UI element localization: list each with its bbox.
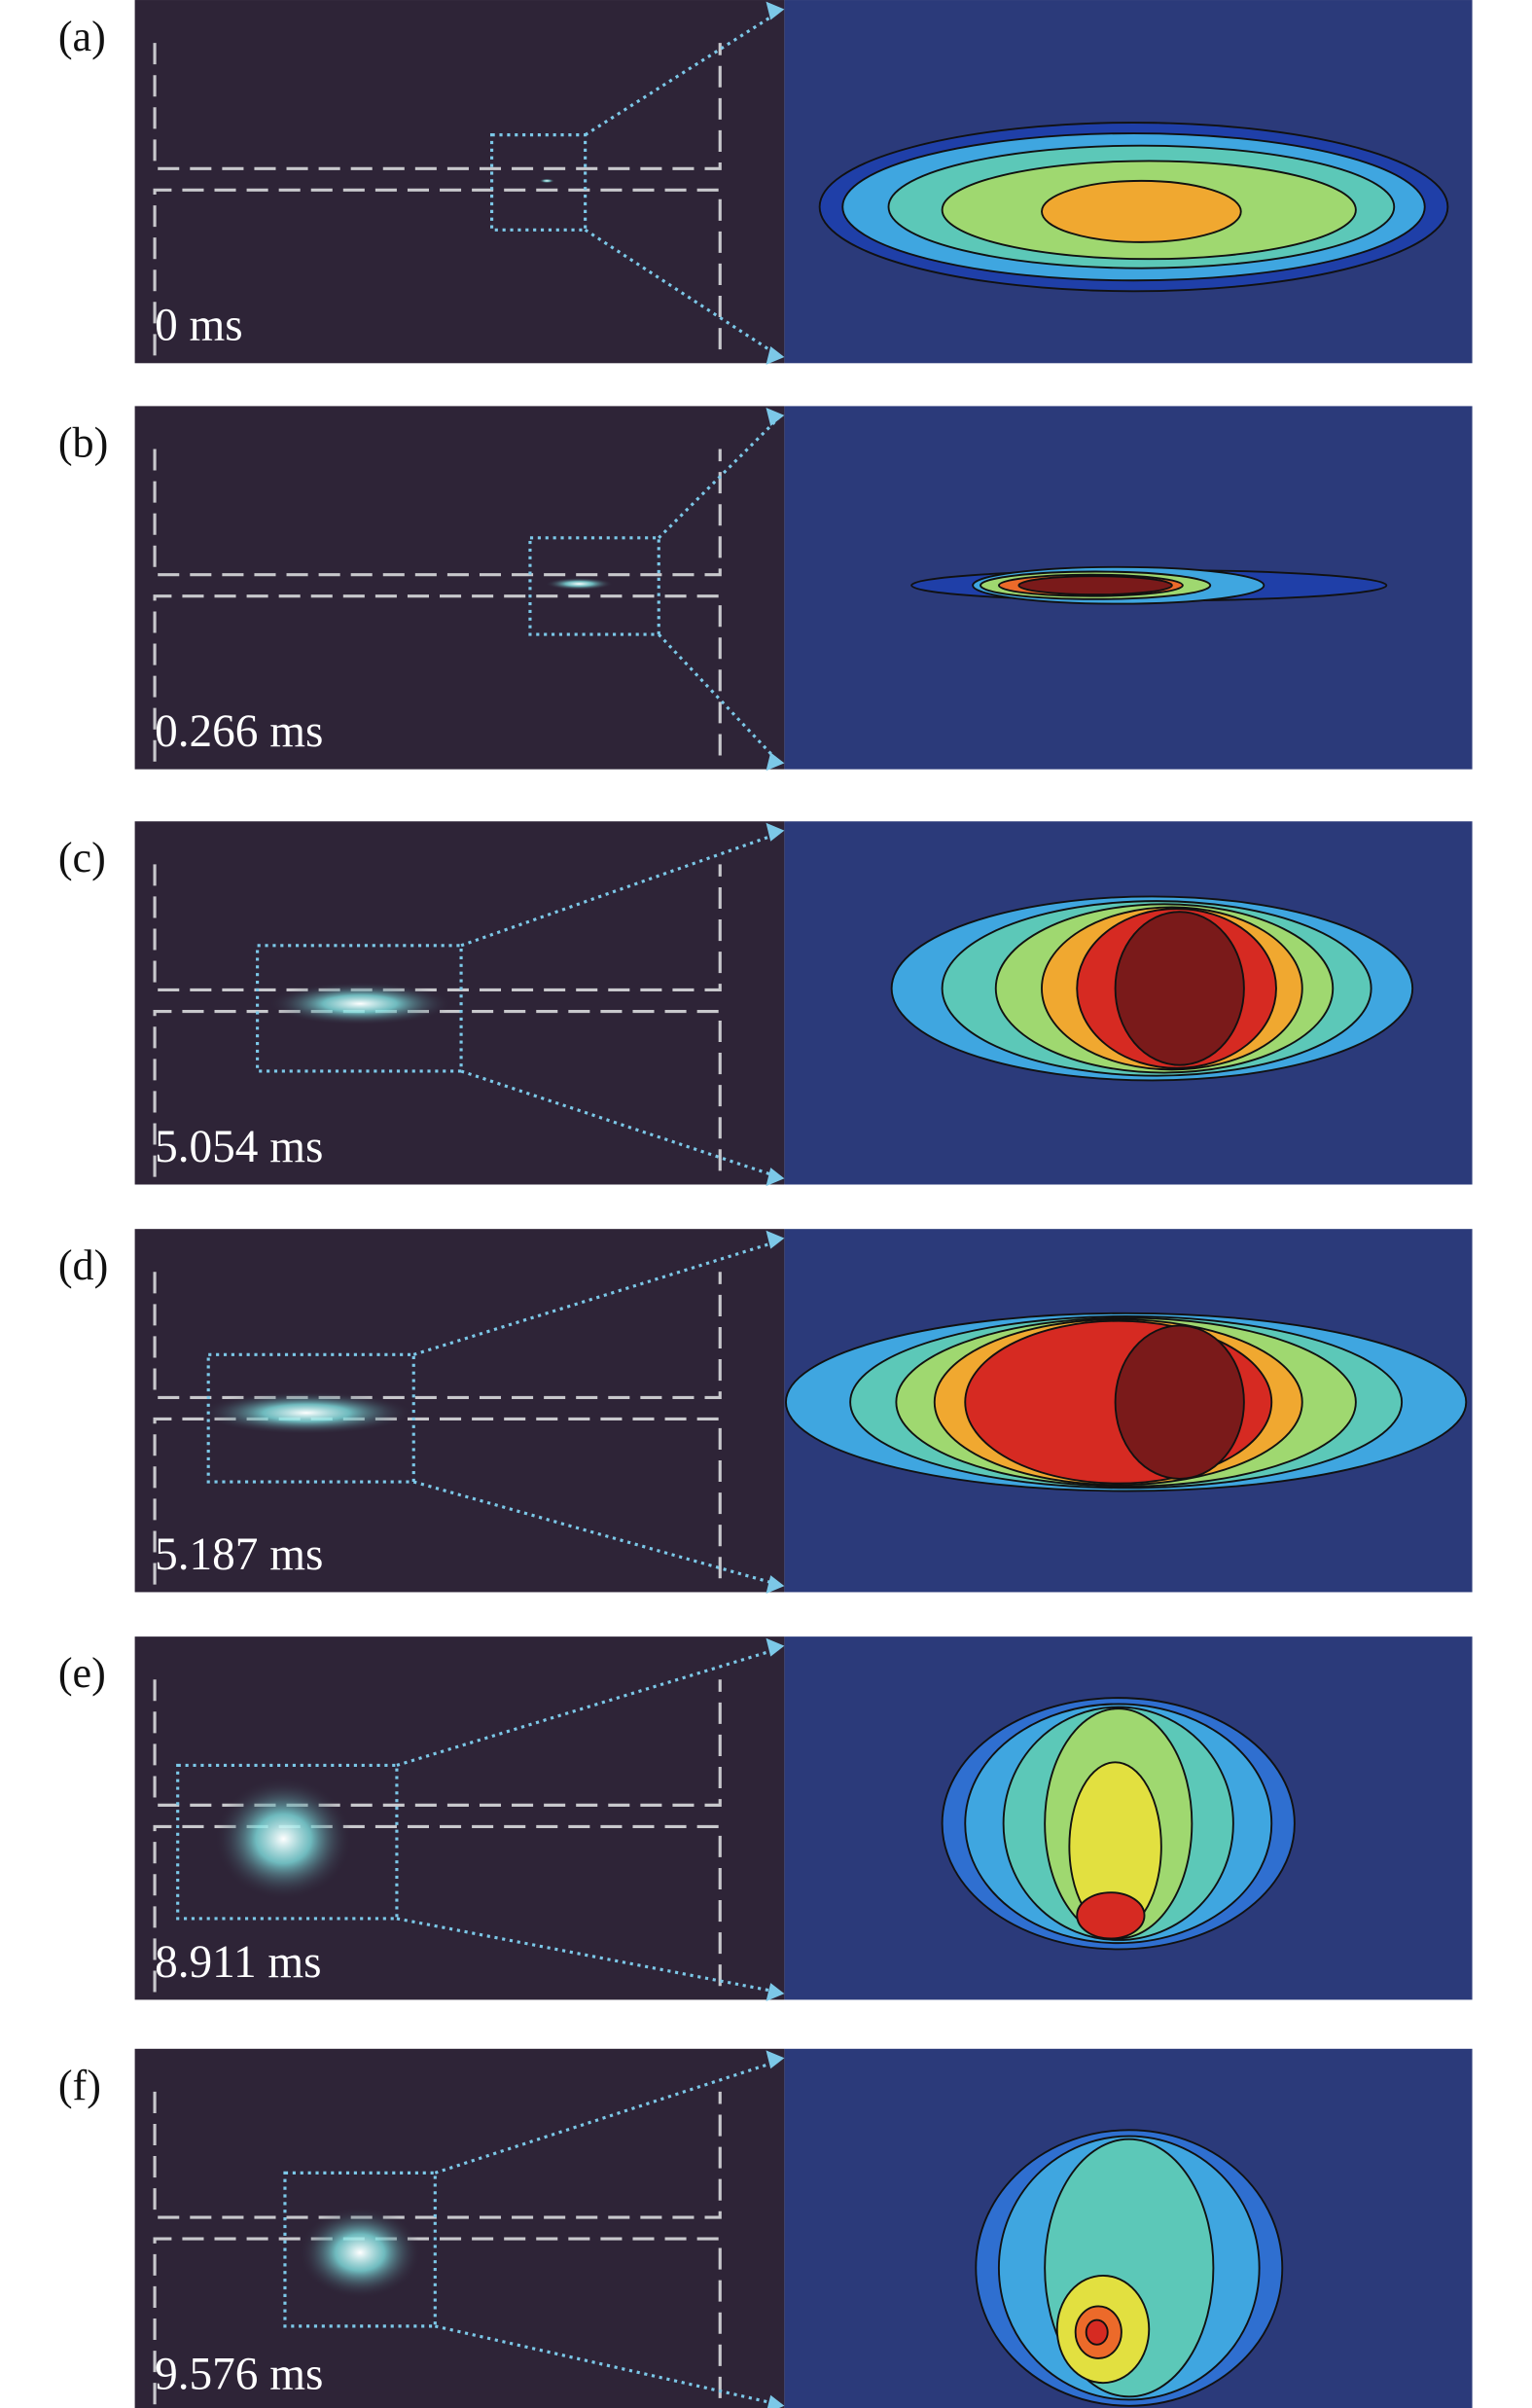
zoom-line (434, 2059, 779, 2174)
contour-level (1076, 1891, 1146, 1940)
glow (267, 982, 452, 1025)
zoom-box (528, 536, 660, 636)
zoom-line (396, 1647, 779, 1767)
lower-wall (153, 1417, 722, 1585)
zoom-line (412, 1480, 779, 1587)
glow (214, 1778, 353, 1901)
zoom-line (658, 632, 780, 763)
panel-label: (a) (58, 13, 106, 60)
zoom-line (460, 1069, 779, 1179)
upper-wall (153, 449, 722, 577)
arrow-head (766, 822, 785, 842)
camera-image (134, 2048, 785, 2408)
arrow-head (766, 1168, 785, 1187)
contour-level (1085, 2318, 1109, 2346)
zoom-box (176, 1763, 399, 1921)
lower-wall (153, 2237, 722, 2405)
arrow-head (766, 1637, 785, 1657)
zoom-line (658, 416, 780, 539)
time-label: 8.911 ms (155, 1937, 322, 1988)
upper-wall (153, 1679, 722, 1807)
glow (545, 577, 613, 591)
upper-wall (153, 1272, 722, 1399)
lower-wall (153, 188, 722, 356)
arrow-head (766, 1230, 785, 1249)
arrow-head (766, 1, 785, 20)
zoom-line (396, 1917, 779, 1995)
time-label: 9.576 ms (155, 2349, 323, 2399)
arrow-head (766, 1575, 785, 1595)
zoom-line (460, 832, 779, 948)
lower-wall (153, 1009, 722, 1177)
time-label: 0 ms (155, 301, 243, 351)
arrow-head (766, 407, 785, 426)
lower-wall (153, 1824, 722, 1993)
panel-label: (d) (58, 1241, 108, 1289)
upper-wall (153, 2091, 722, 2219)
upper-wall (153, 864, 722, 992)
upper-wall (153, 43, 722, 170)
arrow-head (766, 2050, 785, 2069)
zoom-box (206, 1352, 415, 1484)
glow (299, 2207, 422, 2299)
camera-image (134, 0, 785, 364)
zoom-box (283, 2171, 437, 2328)
zoom-line (412, 1240, 779, 1356)
glow (539, 178, 555, 184)
panel-label: (e) (58, 1649, 106, 1697)
contour-level (1017, 575, 1173, 596)
arrow-head (766, 752, 785, 772)
time-label: 0.266 ms (155, 706, 323, 757)
arrow-head (766, 1983, 785, 2001)
zoom-box (489, 133, 588, 232)
contour-level (1041, 179, 1242, 243)
contour-level (1114, 911, 1245, 1066)
panel-label: (c) (58, 834, 106, 881)
zoom-box (256, 944, 463, 1073)
contour-level (1114, 1324, 1245, 1480)
glow (198, 1391, 414, 1435)
zoom-line (584, 228, 779, 357)
panel-label: (f) (58, 2062, 101, 2109)
time-label: 5.054 ms (155, 1122, 323, 1172)
zoom-line (434, 2324, 779, 2406)
time-label: 5.187 ms (155, 1529, 323, 1580)
panel-label: (b) (58, 418, 108, 466)
camera-image (134, 406, 785, 770)
lower-wall (153, 594, 722, 762)
arrow-head (766, 2394, 785, 2408)
arrow-head (766, 345, 785, 365)
